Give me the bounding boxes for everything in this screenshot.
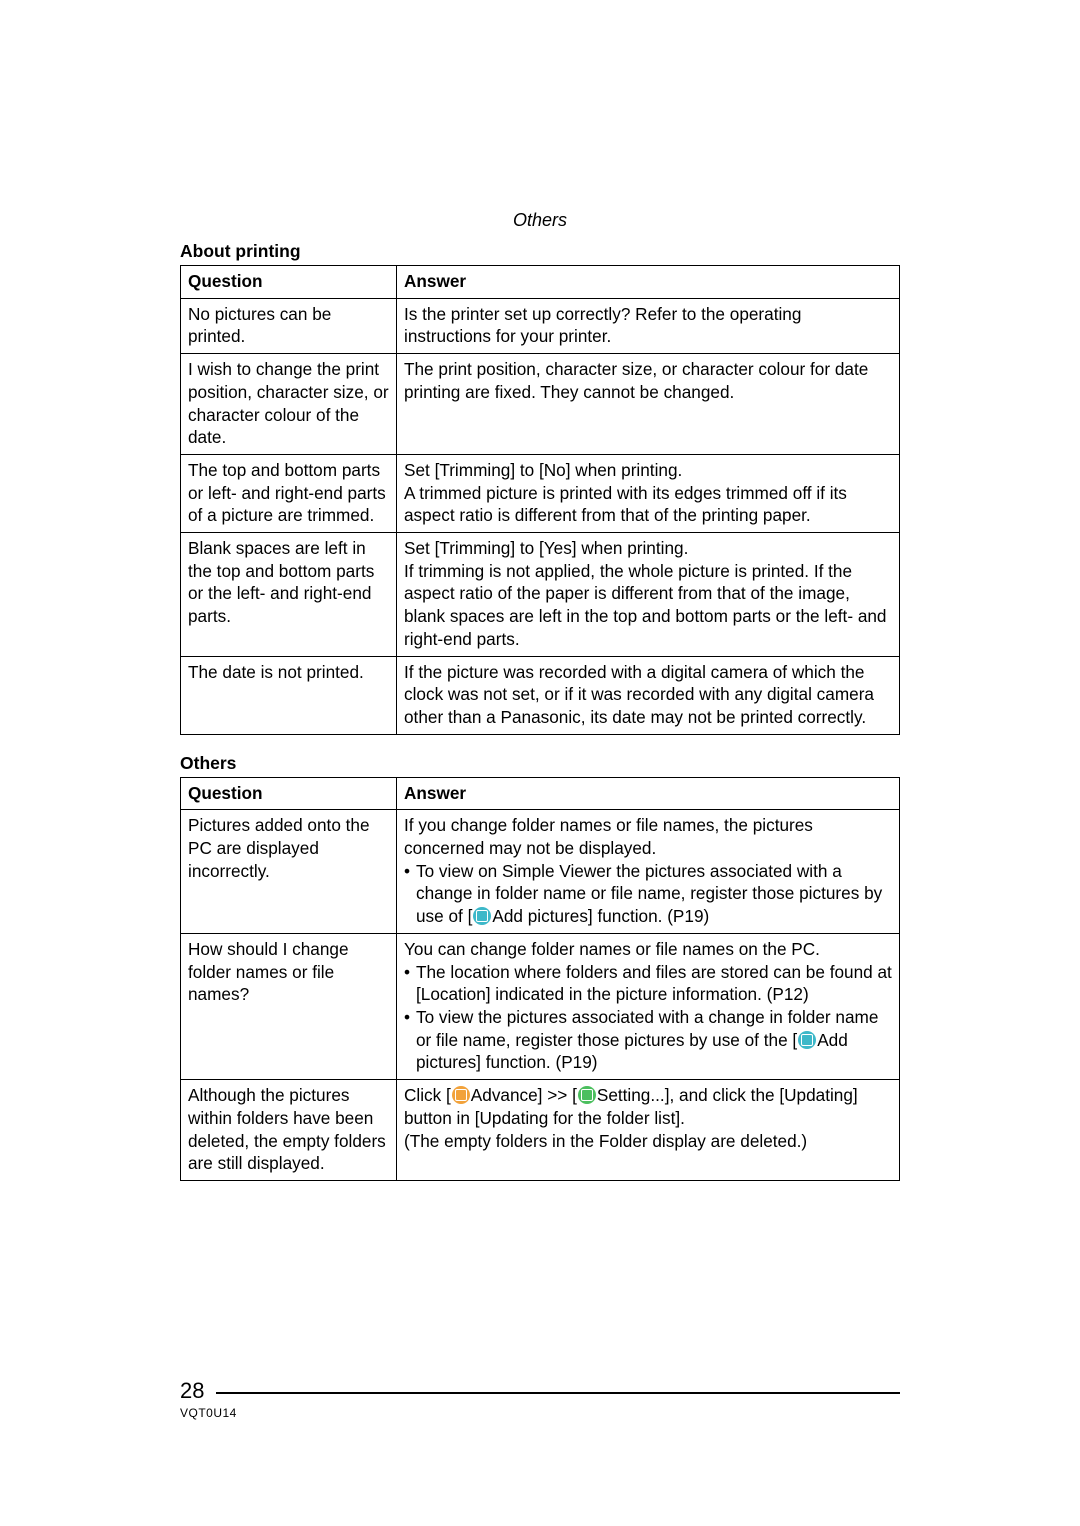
document-code: VQT0U14 (180, 1406, 900, 1420)
table-row: The top and bottom parts or left- and ri… (181, 454, 900, 532)
cell-question: I wish to change the print position, cha… (181, 354, 397, 455)
cell-answer: If the picture was recorded with a digit… (397, 656, 900, 734)
cell-question: Blank spaces are left in the top and bot… (181, 533, 397, 657)
cell-question: The top and bottom parts or left- and ri… (181, 454, 397, 532)
col-answer: Answer (397, 266, 900, 299)
cell-answer: You can change folder names or file name… (397, 933, 900, 1079)
page-number: 28 (180, 1378, 204, 1404)
cell-answer: Is the printer set up correctly? Refer t… (397, 298, 900, 353)
col-answer: Answer (397, 777, 900, 810)
page-footer: 28 VQT0U14 (180, 1378, 900, 1420)
answer-text: Click [ (404, 1085, 451, 1105)
answer-text: The location where folders and files are… (416, 961, 892, 1006)
answer-text: (The empty folders in the Folder display… (404, 1131, 807, 1151)
cell-answer: If you change folder names or file names… (397, 810, 900, 934)
answer-text: If you change folder names or file names… (404, 815, 813, 858)
section-title-printing: About printing (180, 241, 900, 262)
table-header-row: Question Answer (181, 777, 900, 810)
footer-rule (216, 1392, 900, 1395)
table-row: How should I change folder names or file… (181, 933, 900, 1079)
cell-answer: Set [Trimming] to [No] when printing. A … (397, 454, 900, 532)
advance-icon (452, 1086, 470, 1104)
cell-answer: Set [Trimming] to [Yes] when printing. I… (397, 533, 900, 657)
bullet-icon: • (404, 860, 416, 928)
cell-question: Although the pictures within folders hav… (181, 1080, 397, 1181)
table-row: Blank spaces are left in the top and bot… (181, 533, 900, 657)
table-row: Although the pictures within folders hav… (181, 1080, 900, 1181)
page-content: Others About printing Question Answer No… (180, 210, 900, 1181)
col-question: Question (181, 266, 397, 299)
cell-question: How should I change folder names or file… (181, 933, 397, 1079)
cell-question: The date is not printed. (181, 656, 397, 734)
answer-text: Advance] >> [ (471, 1085, 577, 1105)
answer-text: Add pictures] function. (P19) (492, 906, 709, 926)
table-printing: Question Answer No pictures can be print… (180, 265, 900, 735)
table-row: No pictures can be printed. Is the print… (181, 298, 900, 353)
table-row: Pictures added onto the PC are displayed… (181, 810, 900, 934)
table-header-row: Question Answer (181, 266, 900, 299)
bullet-icon: • (404, 1006, 416, 1074)
section-title-others: Others (180, 753, 900, 774)
cell-answer: The print position, character size, or c… (397, 354, 900, 455)
cell-question: No pictures can be printed. (181, 298, 397, 353)
bullet-icon: • (404, 961, 416, 1006)
setting-icon (578, 1086, 596, 1104)
page-header-section: Others (180, 210, 900, 231)
table-row: The date is not printed. If the picture … (181, 656, 900, 734)
table-others: Question Answer Pictures added onto the … (180, 777, 900, 1181)
add-pictures-icon (798, 1031, 816, 1049)
add-pictures-icon (473, 907, 491, 925)
table-row: I wish to change the print position, cha… (181, 354, 900, 455)
cell-answer: Click [Advance] >> [Setting...], and cli… (397, 1080, 900, 1181)
col-question: Question (181, 777, 397, 810)
cell-question: Pictures added onto the PC are displayed… (181, 810, 397, 934)
answer-text: You can change folder names or file name… (404, 939, 820, 959)
